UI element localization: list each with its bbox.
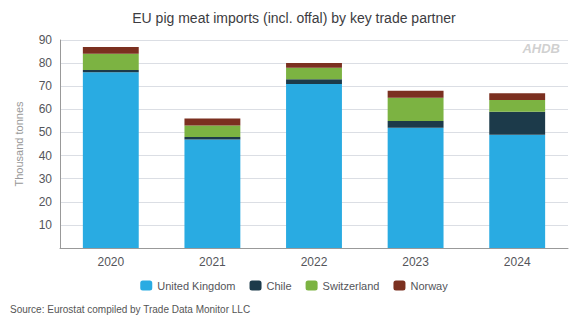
svg-text:30: 30 — [39, 172, 53, 186]
svg-text:2021: 2021 — [199, 255, 226, 269]
svg-text:Norway: Norway — [410, 280, 448, 292]
svg-text:60: 60 — [39, 102, 53, 116]
svg-text:2023: 2023 — [402, 255, 429, 269]
svg-text:United Kingdom: United Kingdom — [157, 280, 235, 292]
svg-text:Thousand tonnes: Thousand tonnes — [13, 101, 25, 187]
svg-text:Switzerland: Switzerland — [323, 280, 380, 292]
svg-text:2020: 2020 — [97, 255, 124, 269]
svg-text:Chile: Chile — [267, 280, 292, 292]
svg-text:2022: 2022 — [301, 255, 328, 269]
svg-text:AHDB: AHDB — [521, 41, 560, 56]
svg-text:80: 80 — [39, 56, 53, 70]
svg-text:2024: 2024 — [504, 255, 531, 269]
svg-text:10: 10 — [39, 218, 53, 232]
svg-text:50: 50 — [39, 125, 53, 139]
svg-text:40: 40 — [39, 149, 53, 163]
svg-text:Source: Eurostat compiled by T: Source: Eurostat compiled by Trade Data … — [10, 304, 250, 315]
svg-text:70: 70 — [39, 79, 53, 93]
svg-text:20: 20 — [39, 195, 53, 209]
svg-text:90: 90 — [39, 33, 53, 47]
svg-text:EU pig meat imports (incl. off: EU pig meat imports (incl. offal) by key… — [132, 10, 456, 26]
